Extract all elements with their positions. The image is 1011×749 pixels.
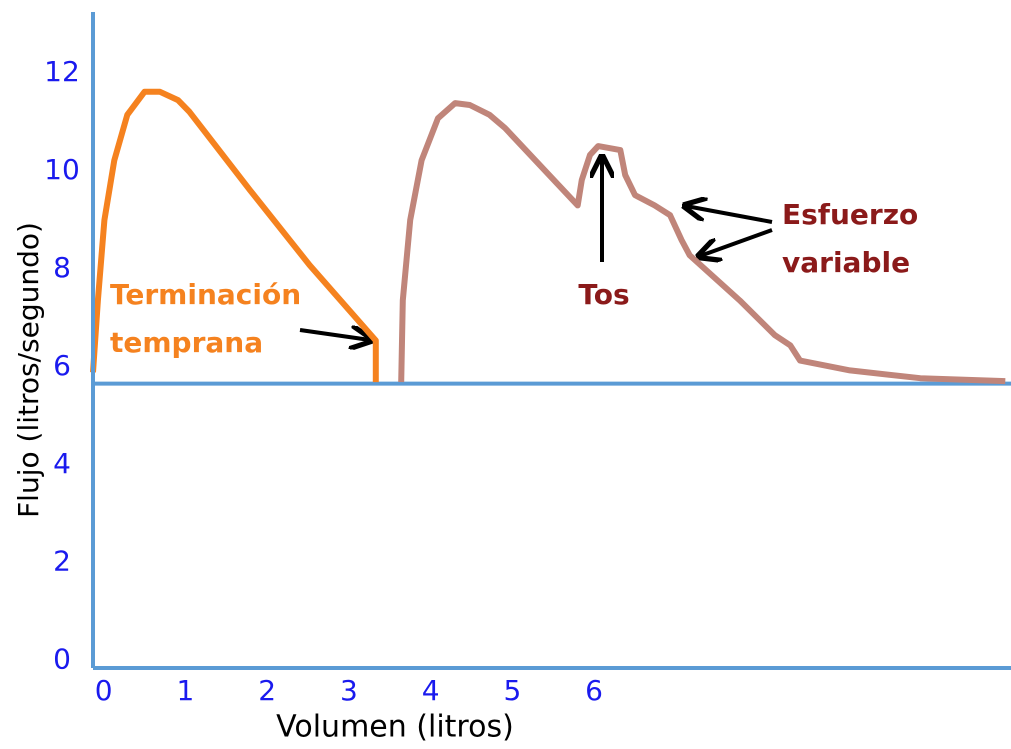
annotation: temprana — [110, 326, 263, 359]
x-tick-label: 0 — [95, 674, 113, 707]
y-tick-label: 6 — [53, 349, 71, 382]
x-tick-label: 1 — [176, 674, 194, 707]
x-axis-label: Volumen (litros) — [276, 710, 514, 745]
y-tick-label: 2 — [53, 545, 71, 578]
x-tick-label: 5 — [503, 674, 521, 707]
annotation: Esfuerzo — [782, 198, 918, 231]
arrows — [299, 158, 773, 340]
annotation: variable — [782, 246, 910, 279]
x-tick-label: 2 — [258, 674, 276, 707]
y-tick-label: 4 — [53, 447, 71, 480]
annotation: Terminación — [110, 278, 301, 311]
line — [90, 88, 379, 383]
arrow — [299, 330, 370, 340]
x-tick-label: 4 — [422, 674, 440, 707]
y-axis-label: Flujo (litros/segundo) — [12, 222, 45, 518]
arrow — [686, 206, 773, 224]
x-tick-label: 3 — [340, 674, 358, 707]
y-tick-label: 10 — [44, 153, 80, 186]
y-tick-label: 0 — [53, 643, 71, 676]
y-tick-label: 8 — [53, 251, 71, 284]
annotation: Tos — [578, 278, 629, 311]
y-tick-label: 12 — [44, 55, 80, 88]
line — [398, 100, 1006, 385]
arrow — [700, 228, 773, 256]
x-tick-label: 6 — [585, 674, 603, 707]
